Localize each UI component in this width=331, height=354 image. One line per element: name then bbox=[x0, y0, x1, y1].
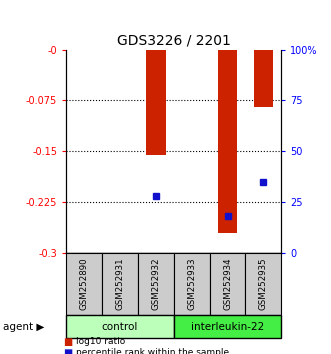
Text: GSM252931: GSM252931 bbox=[116, 258, 124, 310]
Text: control: control bbox=[102, 321, 138, 332]
Text: GSM252935: GSM252935 bbox=[259, 258, 268, 310]
Text: percentile rank within the sample: percentile rank within the sample bbox=[76, 348, 229, 354]
Text: interleukin-22: interleukin-22 bbox=[191, 321, 264, 332]
Text: ■: ■ bbox=[63, 348, 72, 354]
Bar bbox=[218, 50, 237, 233]
Bar bbox=[254, 50, 273, 107]
Title: GDS3226 / 2201: GDS3226 / 2201 bbox=[117, 33, 231, 47]
Text: GSM252890: GSM252890 bbox=[80, 258, 89, 310]
Text: GSM252934: GSM252934 bbox=[223, 258, 232, 310]
Text: ■: ■ bbox=[63, 337, 72, 347]
Text: log10 ratio: log10 ratio bbox=[76, 337, 125, 346]
Text: GSM252933: GSM252933 bbox=[187, 258, 196, 310]
Bar bbox=[146, 50, 166, 155]
Text: agent ▶: agent ▶ bbox=[3, 321, 45, 332]
Text: GSM252932: GSM252932 bbox=[151, 258, 160, 310]
